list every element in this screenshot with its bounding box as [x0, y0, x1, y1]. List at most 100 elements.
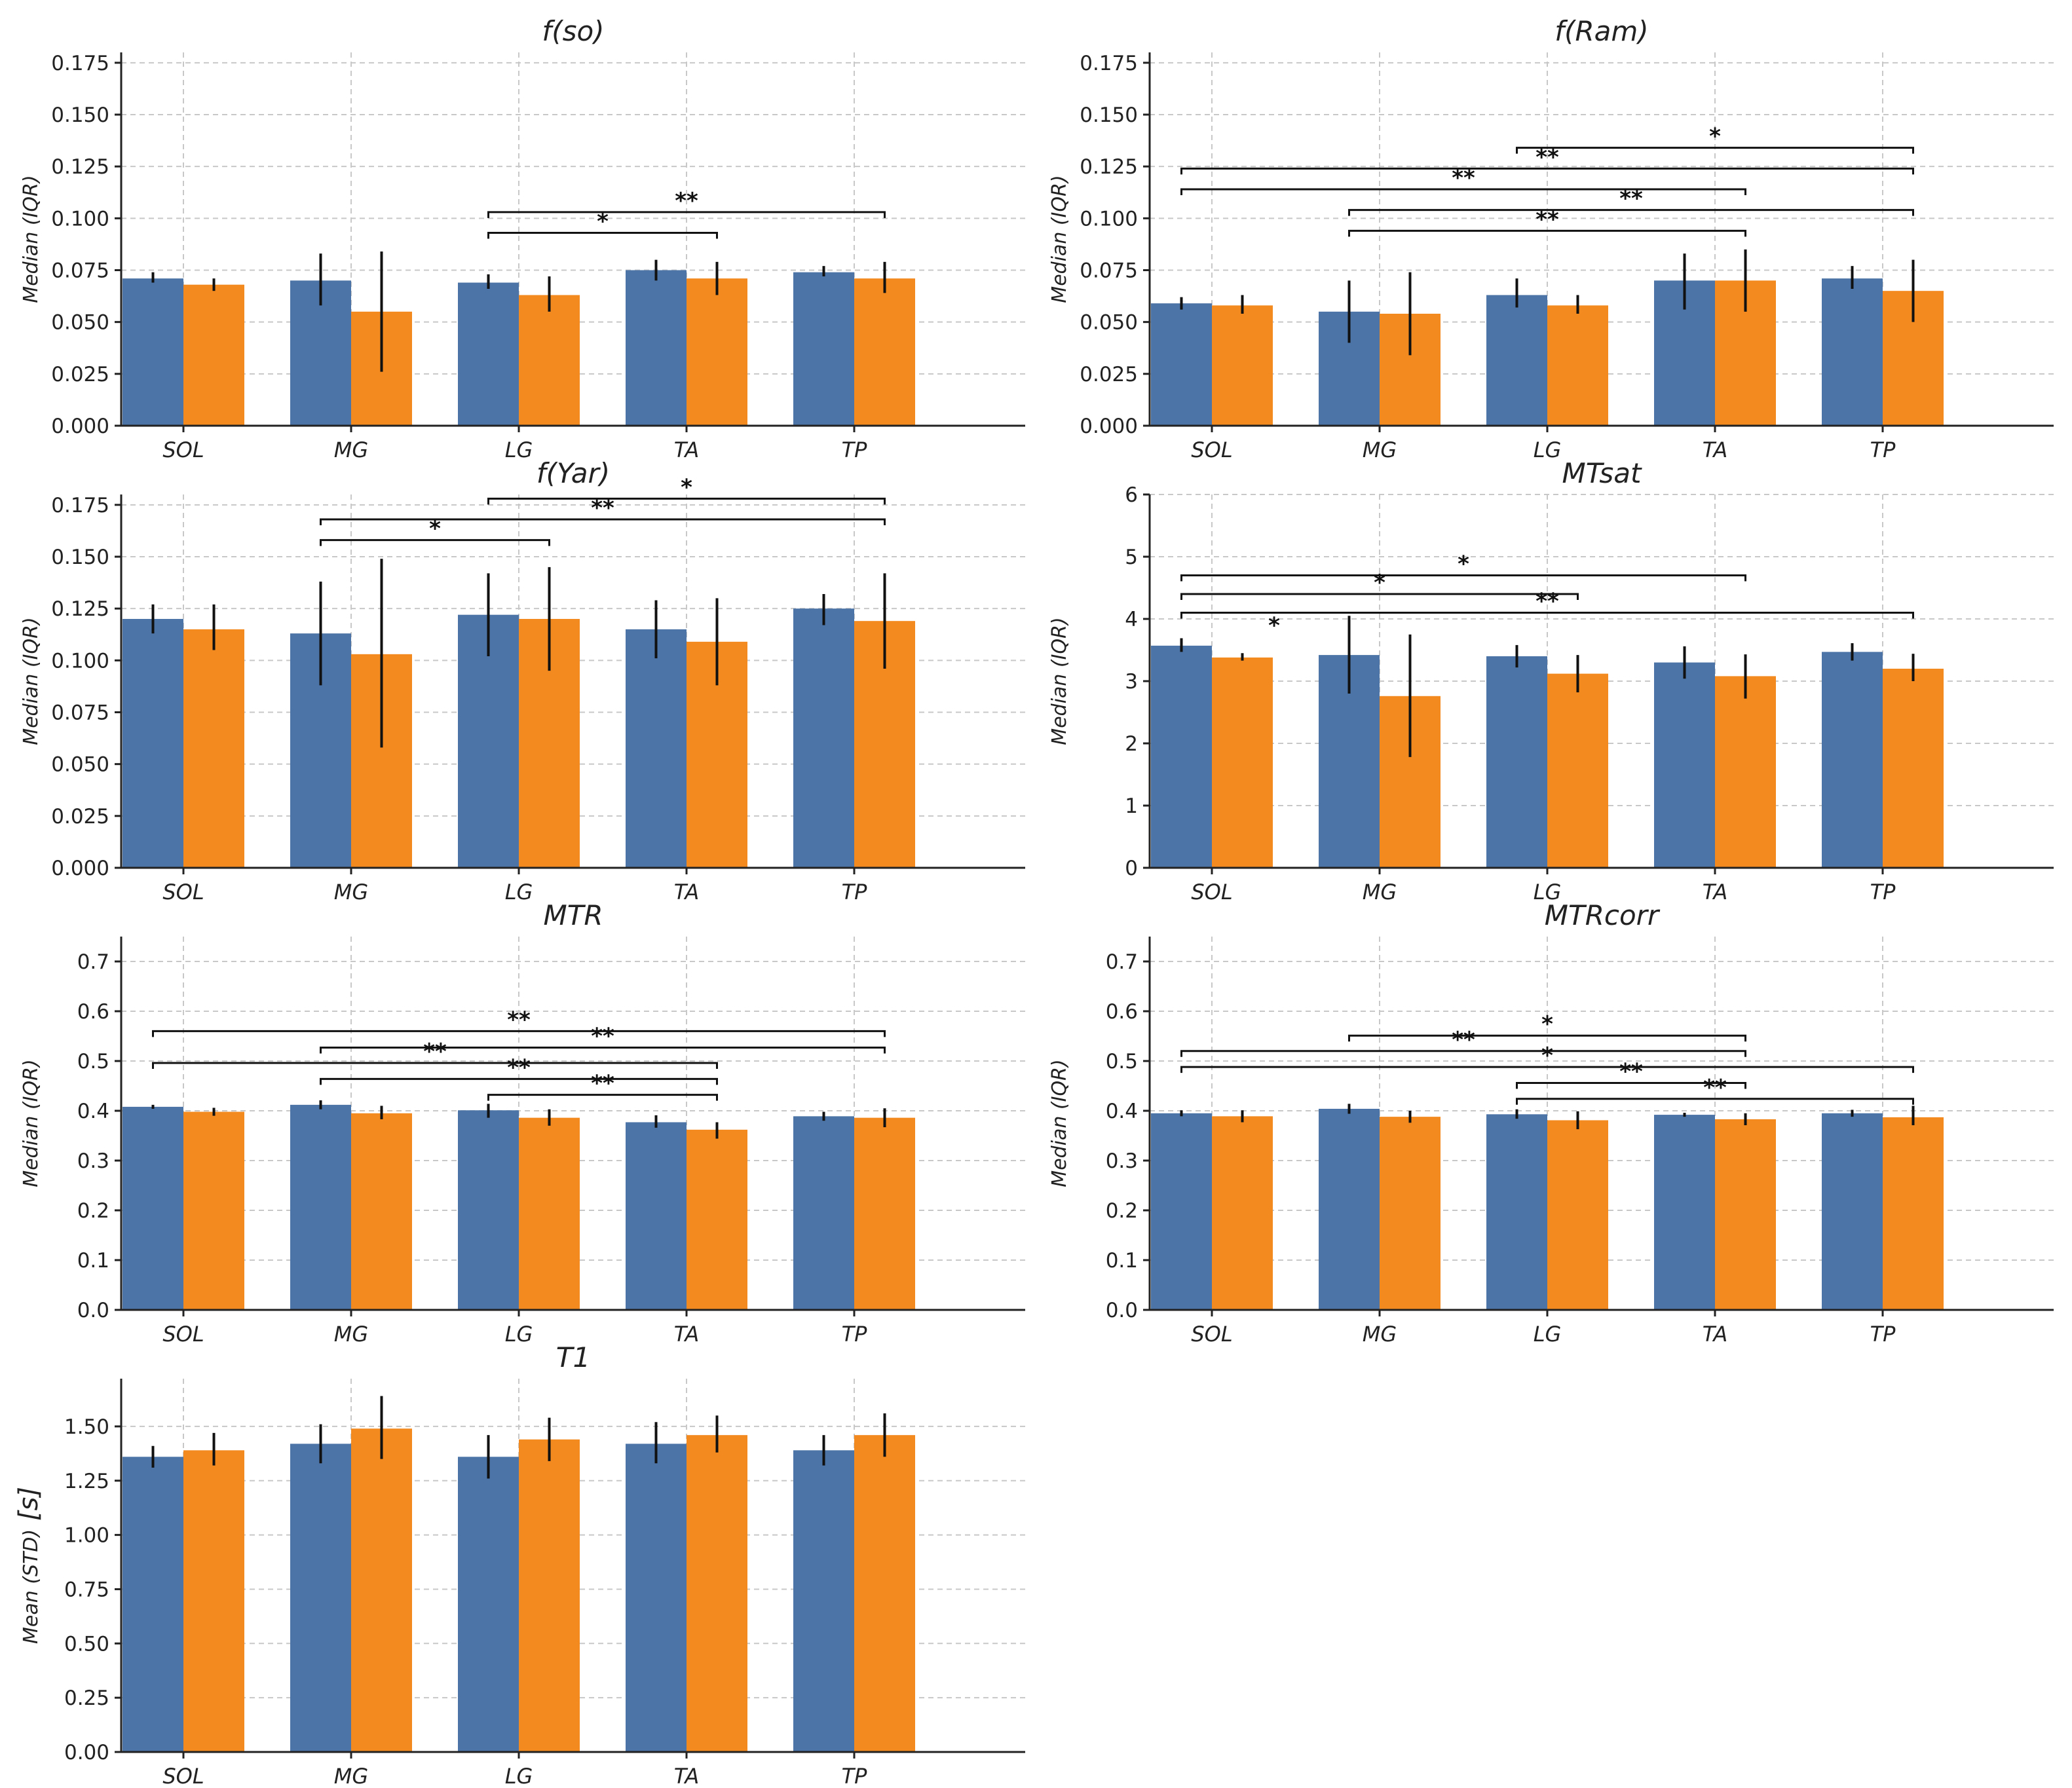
x-tick-label: LG: [505, 880, 533, 904]
chart-title: f(so): [542, 15, 604, 47]
y-tick-label: 0.150: [1080, 103, 1138, 127]
y-tick-label: 0.5: [77, 1050, 109, 1073]
x-tick-label: LG: [1534, 880, 1562, 904]
significance-bracket: [152, 1062, 718, 1070]
bar-group-A-MG: [290, 1104, 351, 1310]
bar-group-A-TP: [793, 1116, 854, 1310]
chart-title: f(Ram): [1554, 15, 1648, 47]
x-tick-label: TP: [1870, 1322, 1896, 1347]
significance-label: **: [1619, 1058, 1643, 1085]
bar-group-A-LG: [458, 1457, 519, 1752]
bar-group-A-TA: [1654, 662, 1715, 868]
bar-group-B-LG: [1547, 1120, 1608, 1310]
significance-label: **: [1452, 1027, 1475, 1053]
y-tick-label: 0.1: [1106, 1249, 1138, 1273]
bar-group-B-TP: [854, 1117, 915, 1310]
y-tick-label: 0.150: [51, 103, 109, 127]
x-tick-label: TA: [1703, 1322, 1728, 1347]
y-tick-label: 0.3: [77, 1149, 109, 1173]
significance-bracket: [1180, 593, 1579, 600]
y-axis-unit: [s]: [14, 1487, 44, 1529]
y-tick-label: 0.50: [64, 1632, 109, 1656]
chart-panel-fso: 0.000 0.025 0.050 0.075 0.100 0.125 0.150 0.175…: [20, 15, 1025, 462]
significance-bracket: [320, 1077, 718, 1085]
bar-group-B-TP: [854, 278, 915, 426]
bar-group-A-TP: [793, 1450, 854, 1752]
significance-label: **: [1535, 589, 1559, 615]
y-tick-label: 0.025: [1080, 363, 1138, 386]
bar-group-B-TP: [854, 1435, 915, 1752]
chart-title: T1: [556, 1341, 590, 1373]
x-tick-label: TA: [1703, 438, 1728, 462]
x-tick-label: SOL: [162, 880, 204, 904]
y-tick-label: 0.4: [1106, 1100, 1138, 1123]
y-tick-label: 0.2: [1106, 1199, 1138, 1223]
significance-bracket: [1180, 167, 1914, 175]
y-axis-label: Median (IQR): [20, 617, 43, 745]
bar-group-A-SOL: [122, 278, 183, 426]
significance-label: **: [1535, 144, 1559, 170]
y-tick-label: 0.150: [51, 546, 109, 569]
x-tick-label: MG: [1363, 1322, 1397, 1347]
significance-label: **: [1619, 186, 1643, 212]
y-tick-label: 4: [1125, 608, 1138, 631]
y-axis-label: Median (IQR): [20, 175, 43, 303]
y-tick-label: 0.000: [1080, 415, 1138, 438]
chart-title: MTsat: [1562, 457, 1643, 489]
x-tick-label: TP: [842, 880, 868, 904]
axes-frame: [120, 937, 1025, 1311]
significance-bracket: [1180, 1050, 1746, 1057]
x-tick-label: TP: [842, 1764, 868, 1788]
chart-panel-mtrcorr: 0.00.10.20.30.40.50.60.7********SOL MG LG T…: [1048, 899, 2054, 1347]
bar-group-A-SOL: [122, 1457, 183, 1752]
significance-label: **: [507, 1007, 531, 1033]
bar-group-B-TA: [687, 278, 747, 426]
y-tick-label: 0: [1125, 857, 1138, 880]
y-tick-label: 0.1: [77, 1249, 109, 1273]
bar-group-B-LG: [519, 295, 580, 426]
significance-bracket: [1516, 1098, 1914, 1105]
y-tick-label: 0.050: [1080, 311, 1138, 335]
bar-group-B-LG: [1547, 305, 1608, 426]
chart-panel-t1: 0.00 0.25 0.50 0.75 1.00 1.25 1.50 SOL MG LG TA TP T…: [14, 1341, 1025, 1788]
y-tick-label: 5: [1125, 546, 1138, 569]
significance-label: *: [597, 209, 609, 235]
y-tick-label: 0.3: [1106, 1149, 1138, 1173]
x-tick-label: SOL: [1191, 438, 1232, 462]
x-tick-label: TP: [842, 1322, 868, 1347]
bar-group-B-LG: [519, 1117, 580, 1310]
y-tick-label: 0.075: [51, 701, 109, 725]
bar-group-A-SOL: [122, 619, 183, 868]
x-tick-label: TA: [674, 1764, 700, 1788]
bar-group-B-LG: [519, 1439, 580, 1752]
significance-label: *: [1374, 570, 1385, 596]
bar-group-B-TP: [1883, 669, 1944, 868]
x-tick-label: LG: [505, 1764, 533, 1788]
x-tick-label: SOL: [162, 1322, 204, 1347]
x-tick-label: TA: [674, 438, 700, 462]
y-tick-label: 0.125: [51, 597, 109, 621]
significance-label: *: [1709, 124, 1721, 150]
y-tick-label: 0.2: [77, 1199, 109, 1223]
significance-bracket: [1348, 209, 1914, 216]
significance-label: **: [423, 1039, 447, 1065]
bar-group-B-SOL: [183, 284, 244, 426]
y-tick-label: 0.050: [51, 753, 109, 777]
x-tick-label: MG: [334, 1322, 368, 1347]
significance-bracket: [487, 497, 886, 505]
y-tick-label: 0.175: [51, 494, 109, 517]
y-tick-label: 6: [1125, 483, 1138, 507]
x-tick-label: MG: [334, 880, 368, 904]
bar-group-A-LG: [458, 282, 519, 426]
y-axis-label: Median (IQR): [20, 1059, 43, 1187]
x-tick-label: LG: [505, 1322, 533, 1347]
x-tick-label: TA: [1703, 880, 1728, 904]
significance-bracket: [320, 518, 886, 525]
bar-group-A-SOL: [1151, 645, 1212, 868]
y-tick-label: 0.125: [1080, 155, 1138, 179]
significance-label: **: [591, 495, 614, 521]
bar-group-A-SOL: [1151, 303, 1212, 426]
x-tick-label: SOL: [162, 438, 204, 462]
significance-label: **: [1535, 206, 1559, 233]
